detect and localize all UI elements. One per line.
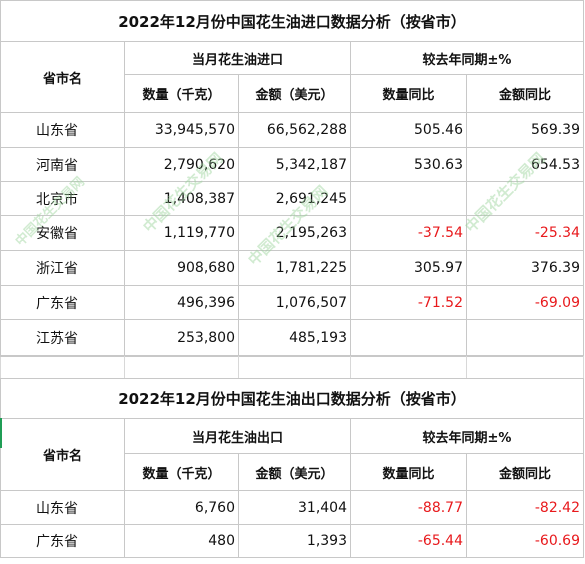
qty-cell: 2,790,620 [124, 147, 239, 182]
table-row: 浙江省 908,680 1,781,225 305.97 376.39 [0, 250, 584, 286]
qty-yoy-cell: -88.77 [350, 490, 467, 525]
qty-cell: 496,396 [124, 285, 239, 320]
amount-cell: 1,076,507 [238, 285, 351, 320]
qty-yoy-cell: 530.63 [350, 147, 467, 182]
amount-cell: 1,393 [238, 524, 351, 558]
export-table-title: 2022年12月份中国花生油出口数据分析（按省市） [0, 378, 584, 419]
amount-cell: 2,691,245 [238, 181, 351, 216]
province-cell: 山东省 [0, 490, 125, 525]
qty-yoy-cell [350, 319, 467, 356]
province-cell: 山东省 [0, 112, 125, 148]
import-title-row: 2022年12月份中国花生油进口数据分析（按省市） [0, 0, 584, 42]
qty-yoy-cell: -65.44 [350, 524, 467, 558]
amount-yoy-cell [466, 181, 584, 216]
blank-rows [0, 356, 584, 379]
qty-yoy-cell [350, 181, 467, 216]
amount-yoy-cell: 654.53 [466, 147, 584, 182]
export-group-yoy: 较去年同期±% [350, 418, 584, 454]
row-selection-marker [0, 418, 2, 448]
amount-cell: 31,404 [238, 490, 351, 525]
qty-cell: 33,945,570 [124, 112, 239, 148]
table-row: 北京市 1,408,387 2,691,245 [0, 181, 584, 216]
import-group-yoy: 较去年同期±% [350, 41, 584, 75]
import-group-header-row: 省市名 当月花生油进口 较去年同期±% [0, 41, 584, 113]
amount-yoy-cell: -69.09 [466, 285, 584, 320]
amount-yoy-cell: 569.39 [466, 112, 584, 148]
province-cell: 北京市 [0, 181, 125, 216]
qty-yoy-cell: -71.52 [350, 285, 467, 320]
import-col-amount-yoy: 金额同比 [466, 74, 584, 113]
import-group-current: 当月花生油进口 [124, 41, 351, 75]
province-cell: 浙江省 [0, 250, 125, 286]
export-title-row: 2022年12月份中国花生油出口数据分析（按省市） [0, 378, 584, 419]
import-col-amount: 金额（美元） [238, 74, 351, 113]
export-table-body: 山东省 6,760 31,404 -88.77 -82.42 广东省 480 1,393 -65… [0, 490, 584, 558]
amount-yoy-cell: -82.42 [466, 490, 584, 525]
export-group-current: 当月花生油出口 [124, 418, 351, 454]
export-col-amount-yoy: 金额同比 [466, 453, 584, 491]
qty-cell: 1,408,387 [124, 181, 239, 216]
qty-cell: 1,119,770 [124, 215, 239, 251]
province-cell: 河南省 [0, 147, 125, 182]
amount-cell: 2,195,263 [238, 215, 351, 251]
export-group-header-row: 省市名 当月花生油出口 较去年同期±% [0, 418, 584, 491]
amount-yoy-cell: 376.39 [466, 250, 584, 286]
export-table: 2022年12月份中国花生油出口数据分析（按省市） 省市名 当月花生油出口 较去… [0, 378, 584, 558]
import-col-qty: 数量（千克） [124, 74, 239, 113]
blank-row [0, 356, 584, 379]
amount-yoy-cell: -25.34 [466, 215, 584, 251]
amount-yoy-cell: -60.69 [466, 524, 584, 558]
import-column-header-row: 数量（千克） 金额（美元） 数量同比 金额同比 [1, 74, 584, 113]
table-row: 广东省 496,396 1,076,507 -71.52 -69.09 [0, 285, 584, 320]
import-table-title: 2022年12月份中国花生油进口数据分析（按省市） [0, 0, 584, 42]
amount-cell: 485,193 [238, 319, 351, 356]
amount-cell: 1,781,225 [238, 250, 351, 286]
table-row: 广东省 480 1,393 -65.44 -60.69 [0, 524, 584, 558]
amount-yoy-cell [466, 319, 584, 356]
import-col-province: 省市名 [0, 41, 125, 113]
qty-yoy-cell: 505.46 [350, 112, 467, 148]
province-cell: 安徽省 [0, 215, 125, 251]
export-col-province: 省市名 [0, 418, 125, 491]
export-col-qty: 数量（千克） [124, 453, 239, 491]
import-table: 2022年12月份中国花生油进口数据分析（按省市） 省市名 当月花生油进口 较去… [0, 0, 584, 356]
import-col-qty-yoy: 数量同比 [350, 74, 467, 113]
amount-cell: 66,562,288 [238, 112, 351, 148]
export-col-amount: 金额（美元） [238, 453, 351, 491]
table-row: 江苏省 253,800 485,193 [0, 319, 584, 356]
province-cell: 广东省 [0, 524, 125, 558]
table-row: 山东省 6,760 31,404 -88.77 -82.42 [0, 490, 584, 525]
qty-cell: 6,760 [124, 490, 239, 525]
qty-yoy-cell: -37.54 [350, 215, 467, 251]
table-row: 河南省 2,790,620 5,342,187 530.63 654.53 [0, 147, 584, 182]
qty-cell: 253,800 [124, 319, 239, 356]
qty-yoy-cell: 305.97 [350, 250, 467, 286]
province-cell: 广东省 [0, 285, 125, 320]
qty-cell: 908,680 [124, 250, 239, 286]
export-column-header-row: 数量（千克） 金额（美元） 数量同比 金额同比 [1, 453, 584, 491]
province-cell: 江苏省 [0, 319, 125, 356]
table-row: 安徽省 1,119,770 2,195,263 -37.54 -25.34 [0, 215, 584, 251]
amount-cell: 5,342,187 [238, 147, 351, 182]
qty-cell: 480 [124, 524, 239, 558]
table-row: 山东省 33,945,570 66,562,288 505.46 569.39 [0, 112, 584, 148]
import-table-body: 山东省 33,945,570 66,562,288 505.46 569.39 河南省 2,… [0, 112, 584, 356]
export-col-qty-yoy: 数量同比 [350, 453, 467, 491]
